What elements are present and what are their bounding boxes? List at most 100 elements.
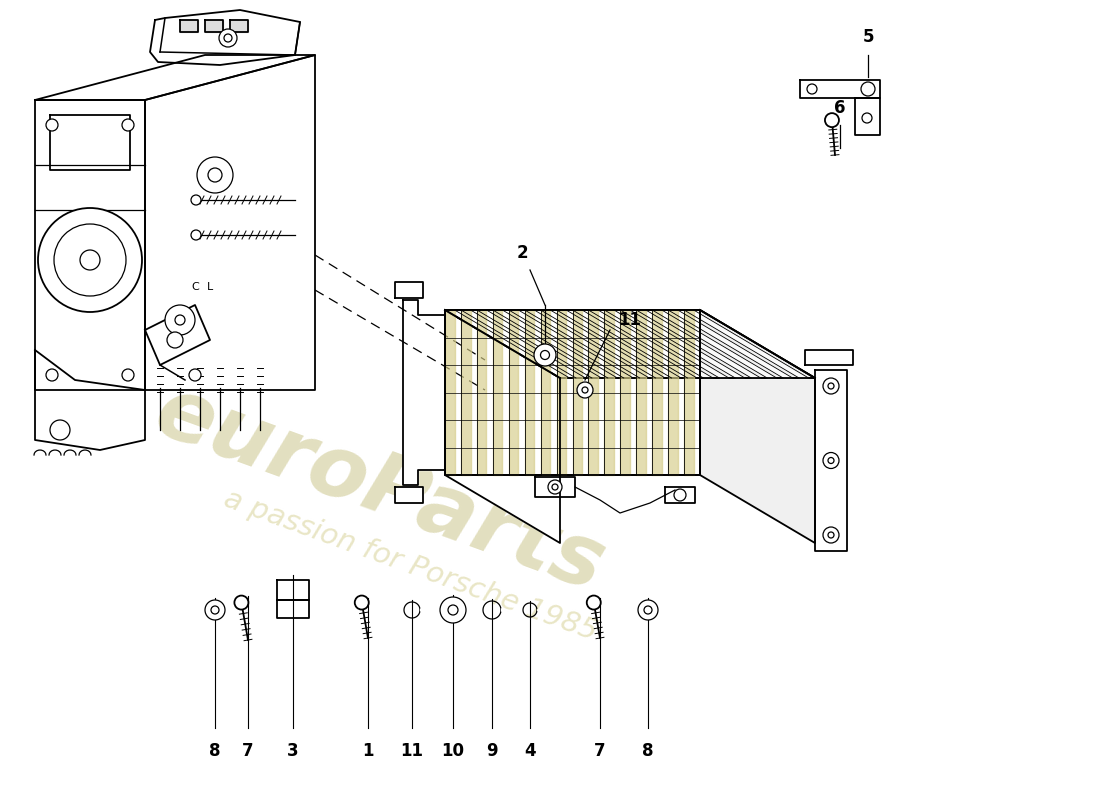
Circle shape (861, 82, 875, 96)
Text: 11: 11 (618, 311, 641, 329)
Polygon shape (461, 310, 471, 475)
Circle shape (540, 350, 550, 359)
Text: 4: 4 (525, 742, 536, 760)
Polygon shape (230, 20, 248, 32)
Text: euroParts: euroParts (144, 370, 616, 610)
Circle shape (825, 113, 839, 127)
Polygon shape (446, 310, 560, 543)
Polygon shape (668, 310, 793, 378)
Polygon shape (277, 600, 309, 618)
Polygon shape (604, 310, 614, 475)
Polygon shape (277, 580, 309, 600)
Polygon shape (652, 310, 662, 475)
Circle shape (448, 605, 458, 615)
Polygon shape (493, 310, 503, 475)
Circle shape (534, 344, 556, 366)
Polygon shape (684, 310, 694, 475)
Circle shape (191, 195, 201, 205)
Circle shape (208, 168, 222, 182)
Polygon shape (493, 310, 617, 378)
Circle shape (828, 532, 834, 538)
Circle shape (211, 606, 219, 614)
Polygon shape (588, 310, 598, 475)
Polygon shape (145, 305, 210, 365)
Circle shape (234, 595, 249, 610)
Circle shape (165, 305, 195, 335)
Polygon shape (395, 487, 424, 503)
Text: 7: 7 (242, 742, 254, 760)
Polygon shape (35, 55, 315, 100)
Polygon shape (150, 10, 300, 65)
Circle shape (674, 489, 686, 501)
Text: 1: 1 (362, 742, 374, 760)
Polygon shape (50, 115, 130, 170)
Circle shape (54, 224, 126, 296)
Circle shape (828, 458, 834, 463)
Circle shape (50, 420, 70, 440)
Polygon shape (800, 80, 880, 98)
Text: 8: 8 (642, 742, 653, 760)
Circle shape (175, 315, 185, 325)
Text: 11: 11 (400, 742, 424, 760)
Circle shape (548, 480, 562, 494)
Circle shape (191, 230, 201, 240)
Polygon shape (855, 98, 880, 135)
Polygon shape (666, 487, 695, 503)
Circle shape (586, 595, 601, 610)
Polygon shape (700, 310, 815, 543)
Polygon shape (636, 310, 761, 378)
Text: a passion for Porsche 1985: a passion for Porsche 1985 (220, 484, 601, 646)
Polygon shape (588, 310, 713, 378)
Polygon shape (205, 20, 223, 32)
Polygon shape (540, 310, 666, 378)
Circle shape (638, 600, 658, 620)
Polygon shape (508, 310, 634, 378)
Text: 2: 2 (516, 244, 528, 262)
Circle shape (122, 119, 134, 131)
Polygon shape (477, 310, 602, 378)
Text: L: L (207, 282, 213, 292)
Polygon shape (403, 300, 446, 485)
Circle shape (205, 600, 225, 620)
Circle shape (197, 157, 233, 193)
Polygon shape (35, 100, 145, 390)
Polygon shape (35, 350, 145, 450)
Circle shape (219, 29, 236, 47)
Text: 3: 3 (287, 742, 299, 760)
Polygon shape (572, 310, 697, 378)
Polygon shape (446, 310, 815, 378)
Polygon shape (620, 310, 630, 475)
Polygon shape (572, 310, 582, 475)
Circle shape (582, 387, 588, 393)
Polygon shape (557, 310, 681, 378)
Polygon shape (815, 370, 847, 551)
Text: 8: 8 (209, 742, 221, 760)
Polygon shape (395, 282, 424, 298)
Circle shape (807, 84, 817, 94)
Circle shape (122, 369, 134, 381)
Circle shape (189, 369, 201, 381)
Circle shape (354, 595, 368, 610)
Polygon shape (525, 310, 649, 378)
Polygon shape (461, 310, 585, 378)
Circle shape (552, 484, 558, 490)
Circle shape (39, 208, 142, 312)
Polygon shape (684, 310, 808, 378)
Polygon shape (652, 310, 777, 378)
Polygon shape (525, 310, 535, 475)
Text: 9: 9 (486, 742, 498, 760)
Polygon shape (604, 310, 729, 378)
Polygon shape (668, 310, 678, 475)
Polygon shape (620, 310, 745, 378)
Text: C: C (191, 282, 199, 292)
Text: 7: 7 (594, 742, 606, 760)
Circle shape (823, 453, 839, 469)
Circle shape (46, 369, 58, 381)
Circle shape (440, 597, 466, 623)
Polygon shape (535, 477, 575, 497)
Circle shape (823, 378, 839, 394)
Polygon shape (446, 310, 454, 475)
Circle shape (828, 383, 834, 389)
Text: 10: 10 (441, 742, 464, 760)
Circle shape (862, 113, 872, 123)
